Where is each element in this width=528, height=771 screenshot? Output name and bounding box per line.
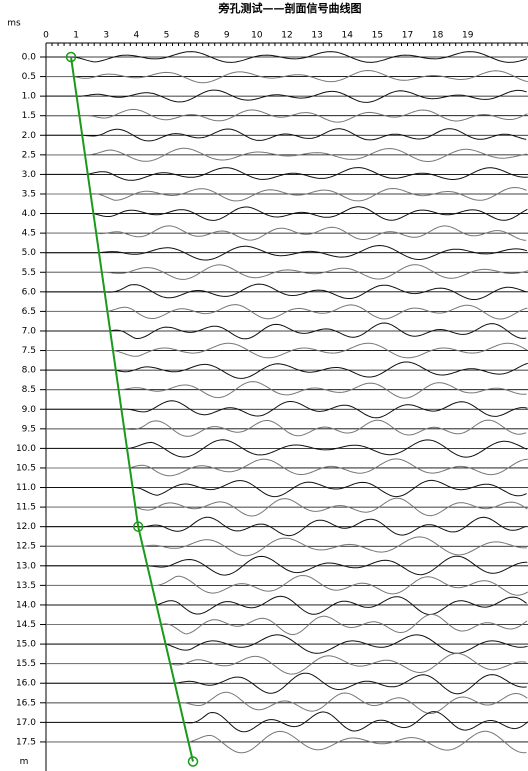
x-tick-label: 15	[372, 31, 383, 41]
waveform	[46, 128, 527, 142]
waveform	[46, 479, 527, 498]
onset-line	[70, 56, 194, 762]
waveform	[46, 613, 528, 636]
y-tick-label: 2.0	[22, 131, 37, 141]
waveform	[46, 419, 527, 437]
y-tick-label: 14.5	[16, 620, 36, 630]
waveform	[46, 342, 528, 359]
x-tick-label: 5	[164, 31, 170, 41]
x-tick-label: 3	[103, 31, 109, 41]
x-tick-label: 1	[73, 31, 79, 41]
y-tick-label: 12.5	[16, 542, 36, 552]
y-tick-label: 1.5	[22, 111, 36, 121]
waveform	[46, 536, 527, 557]
x-tick-label: 4	[134, 31, 140, 41]
x-tick-label: 13	[311, 31, 322, 41]
y-tick-label: 0.0	[22, 53, 37, 63]
waveform	[46, 322, 527, 340]
y-tick-label: 7.5	[22, 346, 36, 356]
y-tick-label: 2.5	[22, 150, 36, 160]
x-tick-label: 12	[281, 31, 292, 41]
waveform	[46, 458, 528, 477]
y-tick-label: 6.5	[22, 307, 36, 317]
y-tick-label: 10.0	[16, 444, 36, 454]
y-tick-label: 5.0	[22, 248, 37, 258]
waveform	[46, 225, 527, 241]
waveform	[46, 439, 528, 458]
y-axis-label: m	[20, 757, 29, 767]
waveform	[46, 206, 528, 221]
y-tick-label: 6.0	[22, 287, 37, 297]
y-tick-label: 12.0	[16, 522, 36, 532]
y-tick-label: 8.5	[22, 385, 36, 395]
x-tick-label: 17	[402, 31, 413, 41]
y-tick-label: 4.0	[22, 209, 37, 219]
y-tick-label: 17.5	[16, 737, 36, 747]
y-tick-label: 15.5	[16, 659, 36, 669]
x-tick-label: 0	[43, 31, 49, 41]
y-tick-label: 11.5	[16, 503, 36, 513]
waveform	[46, 400, 528, 419]
x-tick-label: 14	[342, 31, 354, 41]
waveform	[46, 672, 527, 695]
y-tick-label: 5.5	[22, 268, 36, 278]
waveform	[46, 244, 528, 261]
waveform	[46, 691, 528, 714]
x-tick-label: 10	[251, 31, 263, 41]
x-axis-label: ms	[7, 19, 21, 29]
waveform	[46, 497, 528, 517]
y-tick-label: 15.0	[16, 640, 36, 650]
waveform	[46, 652, 527, 675]
y-tick-label: 10.5	[16, 463, 36, 473]
y-tick-label: 16.0	[16, 679, 36, 689]
x-tick-label: 18	[432, 31, 444, 41]
y-tick-label: 3.0	[22, 170, 37, 180]
y-tick-label: 4.5	[22, 229, 36, 239]
waveform	[46, 51, 528, 63]
y-tick-label: 0.5	[22, 72, 36, 82]
onset-point	[65, 51, 77, 63]
x-tick-label: 9	[224, 31, 230, 41]
x-tick-label: 19	[462, 31, 474, 41]
y-tick-label: 13.5	[16, 581, 36, 591]
waveform	[46, 711, 528, 733]
waveform	[46, 147, 528, 162]
onset-point	[132, 521, 144, 532]
chart-title: 旁孔测试——剖面信号曲线图	[218, 1, 362, 15]
y-tick-label: 9.5	[22, 424, 36, 434]
onset-point	[187, 756, 199, 767]
x-tick-label: 8	[194, 31, 200, 41]
y-tick-label: 1.0	[22, 92, 37, 102]
waveform	[46, 264, 528, 280]
waveform	[46, 634, 528, 654]
waveform	[46, 186, 527, 202]
y-tick-label: 3.5	[22, 189, 36, 199]
y-tick-label: 16.5	[16, 698, 36, 708]
y-tick-label: 13.0	[16, 561, 36, 571]
waveform	[46, 574, 528, 596]
waveform	[46, 730, 527, 754]
y-tick-label: 14.0	[16, 600, 36, 610]
waveform	[46, 304, 528, 320]
y-tick-label: 8.0	[22, 366, 37, 376]
waveform	[46, 595, 527, 616]
waveform	[46, 516, 527, 537]
waveform	[46, 381, 527, 399]
waveform	[46, 283, 527, 300]
waveform	[46, 89, 527, 103]
y-tick-label: 9.0	[22, 405, 37, 415]
y-tick-label: 17.0	[16, 718, 36, 728]
waveform	[46, 108, 528, 123]
waveform	[46, 555, 528, 576]
y-tick-label: 7.0	[22, 326, 37, 336]
y-tick-label: 11.0	[16, 483, 36, 493]
waveform	[46, 361, 528, 379]
waveform	[46, 167, 528, 181]
waveform	[46, 69, 528, 84]
